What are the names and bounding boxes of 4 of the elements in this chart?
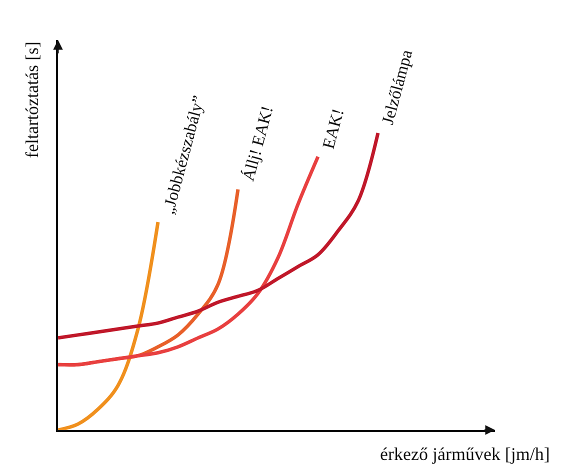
y-axis-title: feltartóztatás [s] [22, 42, 42, 158]
text: EAK! [318, 106, 348, 151]
x-axis-title: érkező járművek [jm/h] [380, 444, 550, 464]
text: Állj! EAK! [238, 104, 277, 184]
